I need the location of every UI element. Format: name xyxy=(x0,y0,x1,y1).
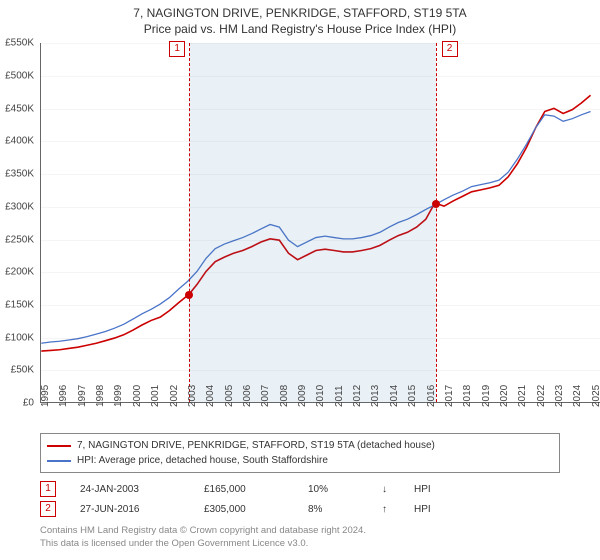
shaded-band xyxy=(189,43,435,402)
x-tick-label: 2010 xyxy=(315,385,333,407)
y-tick-label: £550K xyxy=(0,38,34,49)
legend-text: 7, NAGINGTON DRIVE, PENKRIDGE, STAFFORD,… xyxy=(77,438,435,453)
x-tick-label: 2013 xyxy=(370,385,388,407)
event-id-box: 1 xyxy=(40,481,56,497)
x-tick-label: 2007 xyxy=(260,385,278,407)
x-tick-label: 2015 xyxy=(407,385,425,407)
event-row: 1 24-JAN-2003 £165,000 10% ↓ HPI xyxy=(40,479,560,499)
x-tick-label: 2021 xyxy=(517,385,535,407)
footer-line-1: Contains HM Land Registry data © Crown c… xyxy=(40,525,560,537)
legend-swatch xyxy=(47,460,71,462)
x-tick-label: 2001 xyxy=(150,385,168,407)
title-line-2: Price paid vs. HM Land Registry's House … xyxy=(0,22,600,38)
x-tick-label: 2023 xyxy=(554,385,572,407)
x-tick-label: 1996 xyxy=(58,385,76,407)
event-dot xyxy=(432,200,440,208)
x-tick-label: 2014 xyxy=(389,385,407,407)
event-date: 27-JUN-2016 xyxy=(80,504,180,515)
event-date: 24-JAN-2003 xyxy=(80,484,180,495)
event-suffix: HPI xyxy=(414,504,444,515)
y-tick-label: £250K xyxy=(0,234,34,245)
legend-row: HPI: Average price, detached house, Sout… xyxy=(47,453,553,468)
event-arrow-icon: ↓ xyxy=(382,484,390,495)
chart-title: 7, NAGINGTON DRIVE, PENKRIDGE, STAFFORD,… xyxy=(0,0,600,37)
x-tick-label: 2016 xyxy=(426,385,444,407)
event-marker-label: 1 xyxy=(169,41,185,57)
x-tick-label: 2012 xyxy=(352,385,370,407)
legend-text: HPI: Average price, detached house, Sout… xyxy=(77,453,328,468)
footer-attribution: Contains HM Land Registry data © Crown c… xyxy=(40,525,560,550)
x-tick-label: 2024 xyxy=(572,385,590,407)
x-tick-label: 2020 xyxy=(499,385,517,407)
event-marker-line xyxy=(436,43,437,402)
price-chart: 12 £0£50K£100K£150K£200K£250K£300K£350K£… xyxy=(40,43,600,423)
legend: 7, NAGINGTON DRIVE, PENKRIDGE, STAFFORD,… xyxy=(40,433,560,473)
legend-swatch xyxy=(47,445,71,447)
event-dot xyxy=(185,291,193,299)
x-tick-label: 1999 xyxy=(113,385,131,407)
legend-row: 7, NAGINGTON DRIVE, PENKRIDGE, STAFFORD,… xyxy=(47,438,553,453)
y-tick-label: £50K xyxy=(0,365,34,376)
y-tick-label: £0 xyxy=(0,398,34,409)
x-tick-label: 2011 xyxy=(334,386,352,408)
event-row: 2 27-JUN-2016 £305,000 8% ↑ HPI xyxy=(40,499,560,519)
event-marker-label: 2 xyxy=(442,41,458,57)
event-price: £305,000 xyxy=(204,504,284,515)
x-tick-label: 2009 xyxy=(297,385,315,407)
x-tick-label: 1998 xyxy=(95,385,113,407)
x-tick-label: 2002 xyxy=(169,385,187,407)
event-marker-line xyxy=(189,43,190,402)
x-tick-label: 2003 xyxy=(187,385,205,407)
y-tick-label: £300K xyxy=(0,201,34,212)
y-tick-label: £100K xyxy=(0,332,34,343)
event-arrow-icon: ↑ xyxy=(382,504,390,515)
event-delta: 8% xyxy=(308,504,358,515)
title-line-1: 7, NAGINGTON DRIVE, PENKRIDGE, STAFFORD,… xyxy=(0,6,600,22)
y-tick-label: £200K xyxy=(0,267,34,278)
y-tick-label: £150K xyxy=(0,300,34,311)
x-tick-label: 2017 xyxy=(444,385,462,407)
x-tick-label: 2008 xyxy=(279,385,297,407)
x-tick-label: 1995 xyxy=(40,385,58,407)
x-tick-label: 2019 xyxy=(481,385,499,407)
y-tick-label: £350K xyxy=(0,169,34,180)
event-id-box: 2 xyxy=(40,501,56,517)
y-tick-label: £500K xyxy=(0,70,34,81)
plot-area: 12 xyxy=(40,43,600,403)
x-tick-label: 1997 xyxy=(77,385,95,407)
event-price: £165,000 xyxy=(204,484,284,495)
footer-line-2: This data is licensed under the Open Gov… xyxy=(40,538,560,550)
x-tick-label: 2000 xyxy=(132,385,150,407)
x-tick-label: 2022 xyxy=(536,385,554,407)
event-delta: 10% xyxy=(308,484,358,495)
x-tick-label: 2004 xyxy=(205,385,223,407)
x-tick-label: 2005 xyxy=(224,385,242,407)
x-tick-label: 2018 xyxy=(462,385,480,407)
event-suffix: HPI xyxy=(414,484,444,495)
y-tick-label: £400K xyxy=(0,136,34,147)
x-tick-label: 2006 xyxy=(242,385,260,407)
y-tick-label: £450K xyxy=(0,103,34,114)
events-table: 1 24-JAN-2003 £165,000 10% ↓ HPI 2 27-JUN-2016 £… xyxy=(40,479,560,519)
x-tick-label: 2025 xyxy=(591,385,600,407)
